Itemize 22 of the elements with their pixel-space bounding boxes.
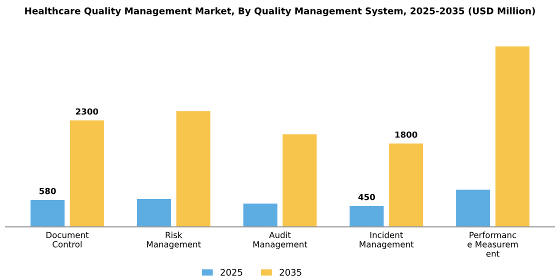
data-label: 580 xyxy=(40,188,56,194)
bar xyxy=(456,190,490,227)
legend-label: 2025 xyxy=(220,268,242,276)
legend-label: 2035 xyxy=(280,268,302,276)
data-label: 450 xyxy=(358,194,375,200)
bar xyxy=(495,46,530,227)
x-tick-label: Performanc e Measurem ent xyxy=(468,232,518,257)
data-label: 1800 xyxy=(395,131,418,138)
x-tick-label: Risk Management xyxy=(146,232,201,250)
x-tick-label: Document Control xyxy=(46,232,89,248)
bar xyxy=(176,111,210,227)
chart-title: Healthcare Quality Management Market, By Quality Management System, 2025-2035 (USD Million) xyxy=(25,7,535,16)
bar xyxy=(30,200,65,227)
bar xyxy=(350,206,384,227)
bar xyxy=(282,134,317,227)
x-tick-label: Audit Management xyxy=(253,232,308,250)
bar xyxy=(389,144,424,227)
data-label: 2300 xyxy=(76,108,98,115)
bar xyxy=(136,199,171,227)
bar xyxy=(243,204,278,227)
bar xyxy=(70,120,104,227)
x-tick-label: Incident Management xyxy=(360,232,414,250)
